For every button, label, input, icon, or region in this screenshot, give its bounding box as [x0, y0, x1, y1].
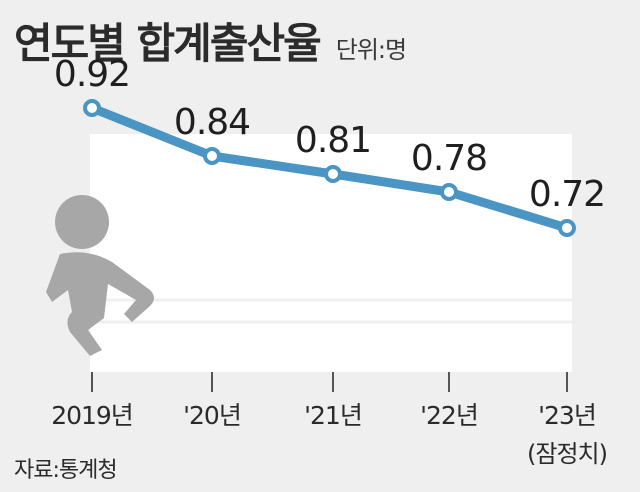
x-tick-label: '22년 [420, 401, 478, 430]
data-value-label: 0.78 [411, 138, 487, 179]
data-point [83, 99, 101, 117]
data-point [324, 165, 342, 183]
data-value-label: 0.72 [529, 174, 605, 215]
chart-title: 연도별 합계출산율 [14, 19, 322, 68]
x-tick-label: 2019년 [51, 401, 133, 430]
data-point [203, 147, 221, 165]
data-value-label: 0.92 [54, 54, 130, 95]
baby-icon [46, 195, 154, 356]
data-point [440, 183, 458, 201]
x-tick-label: '20년 [183, 401, 241, 430]
source-label: 자료:통계청 [14, 458, 118, 483]
unit-label: 단위:명 [335, 36, 407, 64]
x-tick-label: '23년 [538, 401, 596, 430]
title-row: 연도별 합계출산율 단위:명 [14, 10, 407, 71]
data-value-label: 0.81 [295, 120, 371, 161]
data-value-label: 0.84 [174, 102, 250, 143]
x-tick-note: (잠정치) [527, 440, 607, 468]
x-tick-label: '21년 [304, 401, 362, 430]
data-point [558, 219, 576, 237]
